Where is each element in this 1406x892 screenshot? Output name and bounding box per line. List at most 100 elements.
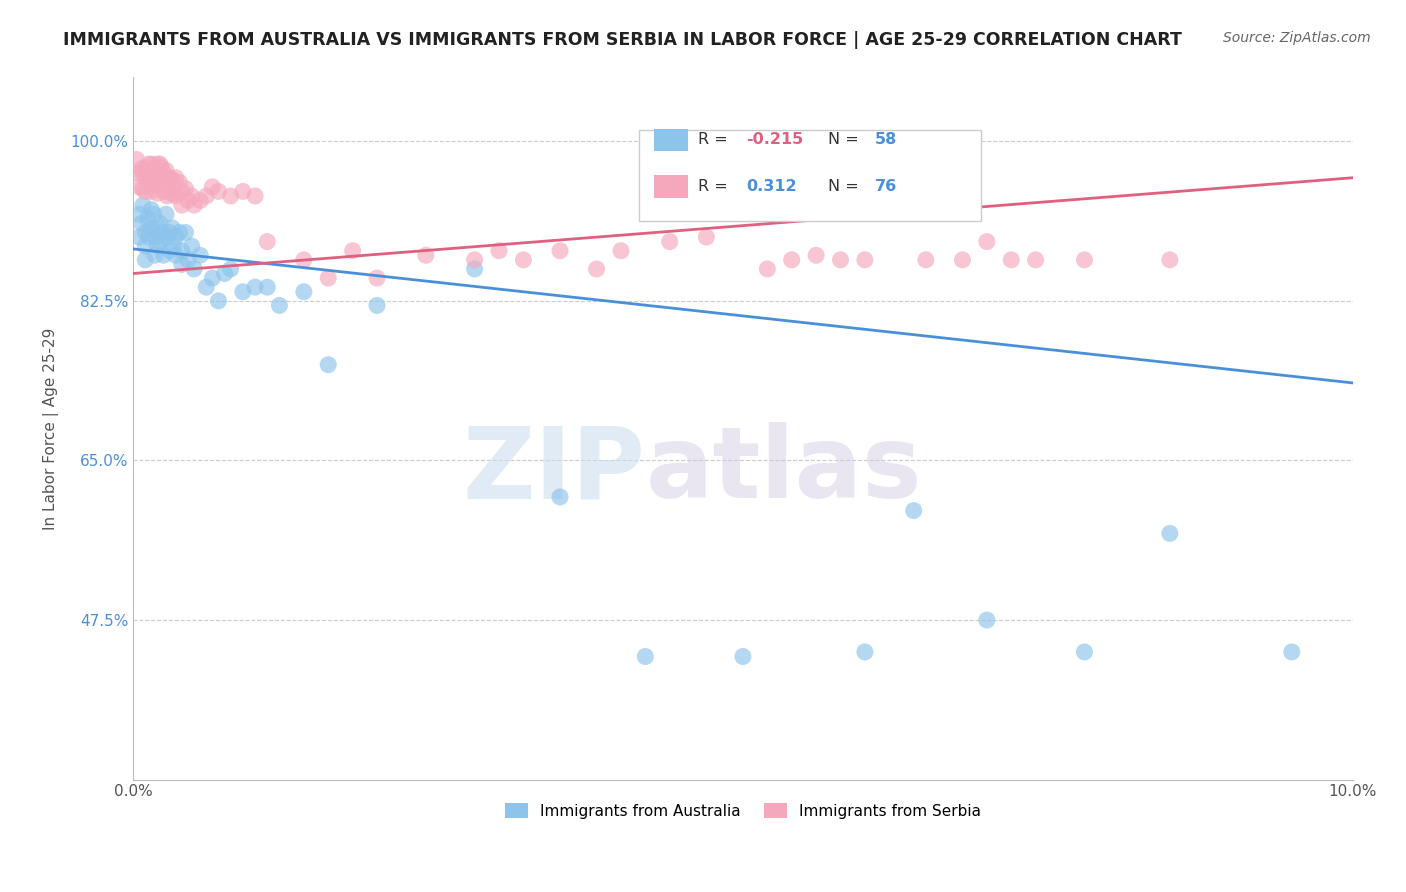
Text: N =: N = xyxy=(828,132,865,147)
Point xyxy=(201,179,224,194)
Point xyxy=(134,239,156,253)
Point xyxy=(132,182,155,196)
Point xyxy=(853,645,876,659)
Point xyxy=(152,166,174,180)
Text: 58: 58 xyxy=(875,132,897,147)
Point xyxy=(195,189,218,203)
Point xyxy=(780,252,803,267)
Point xyxy=(128,179,150,194)
Point xyxy=(162,239,184,253)
Point xyxy=(132,198,155,212)
Point xyxy=(142,161,165,176)
Point xyxy=(149,172,172,186)
Point xyxy=(125,153,148,167)
Point xyxy=(243,280,266,294)
Point xyxy=(903,503,925,517)
Point xyxy=(146,170,169,185)
Point xyxy=(180,189,202,203)
Point xyxy=(256,280,278,294)
Point xyxy=(174,182,197,196)
Point xyxy=(830,252,852,267)
Point xyxy=(243,189,266,203)
Point xyxy=(512,252,534,267)
Point xyxy=(232,185,254,199)
Point xyxy=(136,166,159,180)
Point xyxy=(155,207,177,221)
Point xyxy=(695,230,717,244)
Point xyxy=(915,252,938,267)
Text: -0.215: -0.215 xyxy=(747,132,804,147)
Point xyxy=(610,244,633,258)
Point xyxy=(201,271,224,285)
Point xyxy=(159,244,181,258)
Point xyxy=(232,285,254,299)
Point xyxy=(134,185,156,199)
Point xyxy=(853,252,876,267)
Text: 76: 76 xyxy=(875,178,897,194)
Point xyxy=(128,230,150,244)
Point xyxy=(141,220,163,235)
Point xyxy=(156,230,179,244)
Point xyxy=(1281,645,1303,659)
Point xyxy=(150,160,173,174)
Point xyxy=(138,157,160,171)
Point xyxy=(134,252,156,267)
Point xyxy=(165,248,187,262)
Point xyxy=(804,248,827,262)
Point xyxy=(156,189,179,203)
Point xyxy=(195,280,218,294)
Point xyxy=(292,285,315,299)
Point xyxy=(149,235,172,249)
Point xyxy=(156,172,179,186)
Point xyxy=(149,216,172,230)
Point xyxy=(170,185,193,199)
Point xyxy=(731,649,754,664)
Text: R =: R = xyxy=(697,178,733,194)
Point xyxy=(188,194,211,208)
Point xyxy=(170,244,193,258)
Point xyxy=(128,166,150,180)
FancyBboxPatch shape xyxy=(640,130,981,221)
Point xyxy=(142,175,165,189)
Point xyxy=(152,248,174,262)
Point xyxy=(141,157,163,171)
Point xyxy=(219,189,242,203)
Point xyxy=(634,649,657,664)
Point xyxy=(207,293,229,308)
Point xyxy=(183,198,205,212)
Point xyxy=(146,157,169,171)
Point xyxy=(165,170,187,185)
Legend: Immigrants from Australia, Immigrants from Serbia: Immigrants from Australia, Immigrants fr… xyxy=(499,797,987,824)
Point xyxy=(131,161,153,176)
Point xyxy=(162,187,184,202)
Point xyxy=(180,239,202,253)
Point xyxy=(160,172,183,186)
Point xyxy=(136,211,159,226)
Text: 0.312: 0.312 xyxy=(747,178,797,194)
Point xyxy=(548,490,571,504)
Text: ZIP: ZIP xyxy=(463,422,645,519)
Point xyxy=(132,166,155,180)
Point xyxy=(174,226,197,240)
Y-axis label: In Labor Force | Age 25-29: In Labor Force | Age 25-29 xyxy=(44,327,59,530)
Point xyxy=(143,178,166,192)
Point xyxy=(183,262,205,277)
Point xyxy=(269,298,291,312)
Point xyxy=(165,230,187,244)
Point xyxy=(1159,526,1181,541)
Point xyxy=(159,226,181,240)
Text: Source: ZipAtlas.com: Source: ZipAtlas.com xyxy=(1223,31,1371,45)
Point xyxy=(141,202,163,217)
Point xyxy=(658,235,681,249)
Point xyxy=(146,239,169,253)
Point xyxy=(1073,252,1095,267)
Point xyxy=(169,226,191,240)
Point xyxy=(1159,252,1181,267)
Point xyxy=(146,186,169,201)
Point xyxy=(138,230,160,244)
Point xyxy=(976,235,998,249)
Point xyxy=(976,613,998,627)
Point xyxy=(1025,252,1047,267)
Point xyxy=(159,170,181,185)
Point xyxy=(316,271,339,285)
